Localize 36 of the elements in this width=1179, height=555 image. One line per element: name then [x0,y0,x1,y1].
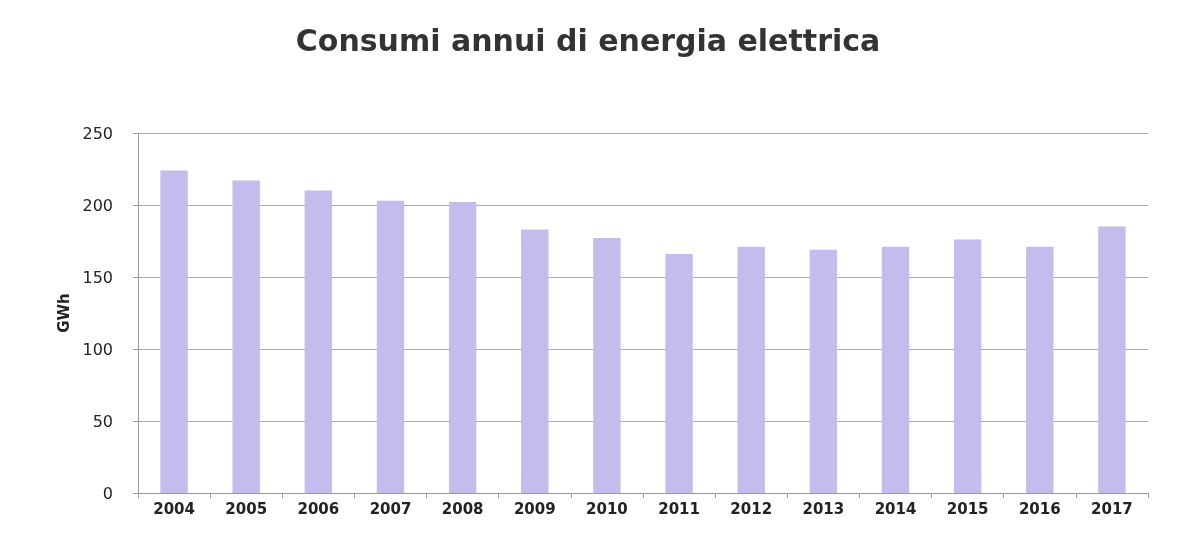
bar [160,170,188,493]
x-tick-label: 2016 [1018,499,1061,518]
x-tick-label: 2004 [153,499,195,518]
x-tick-label: 2012 [730,499,773,518]
y-tick-label: 100 [82,339,113,359]
y-tick-label: 150 [82,267,113,287]
bar [953,239,982,493]
bar [1098,226,1126,493]
bar [1026,246,1054,493]
x-tick-label: 2011 [658,499,700,518]
bar [593,238,621,493]
bar [665,253,693,493]
x-tick-label: 2009 [513,499,556,518]
bar [448,202,477,493]
x-tick-label: 2007 [369,499,412,518]
bar [809,249,838,493]
x-tick-label: 2013 [802,499,845,518]
bar [881,246,910,493]
bar [737,246,765,493]
x-tick-label: 2015 [946,499,989,518]
x-tick-label: 2005 [225,499,268,518]
y-tick-label: 250 [82,123,113,143]
bar [376,200,405,493]
y-tick-label: 50 [92,411,113,431]
bar [521,229,549,493]
x-tick-label: 2008 [441,499,484,518]
x-tick-label: 2014 [874,499,917,518]
x-tick-label: 2010 [586,499,628,518]
x-tick-label: 2006 [297,499,340,518]
chart-title: Consumi annui di energia elettrica [295,22,881,58]
y-axis-title: GWh [55,293,74,333]
x-tick-label: 2017 [1091,499,1133,518]
y-tick-label: 0 [102,483,113,503]
bar [232,180,260,493]
y-tick-label: 200 [82,195,113,215]
bar [304,190,333,493]
